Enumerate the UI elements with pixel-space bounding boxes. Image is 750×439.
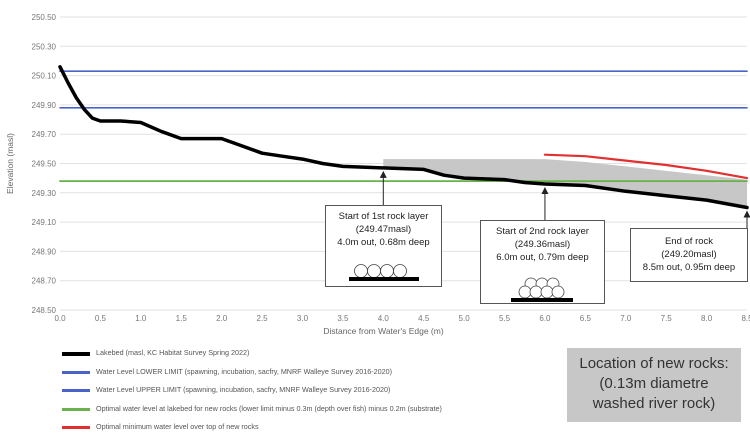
legend-label: Water Level LOWER LIMIT (spawning, incub… <box>96 367 392 376</box>
annotation-arrow-rock-1-head <box>380 171 387 178</box>
x-tick-label: 2.5 <box>256 314 268 323</box>
annotation-line: (249.47masl) <box>326 223 441 236</box>
x-tick-label: 5.5 <box>499 314 511 323</box>
info-line: (0.13m diametre <box>567 374 741 394</box>
legend-swatch <box>62 352 90 356</box>
annotation-line: Start of 1st rock layer <box>326 210 441 223</box>
y-tick-label: 249.50 <box>32 160 57 169</box>
annotation-line: (249.36masl) <box>481 238 604 251</box>
x-tick-label: 0.5 <box>95 314 107 323</box>
y-tick-label: 250.10 <box>32 72 57 81</box>
y-tick-label: 248.50 <box>32 306 57 315</box>
legend-label: Optimal water level at lakebed for new r… <box>96 404 442 413</box>
x-tick-label: 4.0 <box>378 314 390 323</box>
x-tick-label: 8.0 <box>701 314 713 323</box>
y-tick-label: 248.70 <box>32 277 57 286</box>
y-tick-label: 249.10 <box>32 218 57 227</box>
annotation-line: 8.5m out, 0.95m deep <box>631 261 747 274</box>
x-tick-label: 3.0 <box>297 314 309 323</box>
line-chart: 248.50 248.70 248.90 249.10 249.30 249.50 249.… <box>0 0 750 340</box>
annotation-arrow-end-head <box>744 210 750 217</box>
annotation-line: End of rock <box>631 235 747 248</box>
info-line: Location of new rocks: <box>567 354 741 374</box>
legend-item-optimal-minimum: Optimal minimum water level over top of … <box>62 420 562 439</box>
single-rock-layer-icon <box>326 262 441 284</box>
y-tick-label: 250.50 <box>32 13 57 22</box>
x-tick-label: 3.5 <box>337 314 349 323</box>
legend-item-optimal-lakebed: Optimal water level at lakebed for new r… <box>62 402 562 421</box>
x-tick-label: 2.0 <box>216 314 228 323</box>
x-tick-label: 6.5 <box>580 314 592 323</box>
double-rock-layer-icon <box>481 273 604 303</box>
legend-swatch <box>62 426 90 429</box>
legend-item-upper-limit: Water Level UPPER LIMIT (spawning, incub… <box>62 383 562 402</box>
x-tick-label: 7.0 <box>620 314 632 323</box>
legend-swatch <box>62 371 90 374</box>
annotation-line: (249.20masl) <box>631 248 747 261</box>
annotation-end-of-rock: End of rock (249.20masl) 8.5m out, 0.95m… <box>630 228 748 282</box>
y-tick-label: 249.90 <box>32 101 57 110</box>
x-tick-label: 1.5 <box>176 314 188 323</box>
y-tick-label: 248.90 <box>32 247 57 256</box>
annotation-line: Start of 2nd rock layer <box>481 225 604 238</box>
y-tick-label: 249.30 <box>32 189 57 198</box>
legend-label: Water Level UPPER LIMIT (spawning, incub… <box>96 385 390 394</box>
y-tick-label: 249.70 <box>32 130 57 139</box>
x-tick-label: 7.5 <box>661 314 673 323</box>
x-tick-label: 1.0 <box>135 314 147 323</box>
y-tick-label: 250.30 <box>32 42 57 51</box>
annotation-rock-layer-2: Start of 2nd rock layer (249.36masl) 6.0… <box>480 220 605 304</box>
legend-label: Optimal minimum water level over top of … <box>96 422 259 431</box>
x-axis-title: Distance from Water's Edge (m) <box>323 326 444 336</box>
x-tick-label: 5.0 <box>459 314 471 323</box>
legend-item-lakebed: Lakebed (masl, KC Habitat Survey Spring … <box>62 346 562 365</box>
legend-swatch <box>62 408 90 411</box>
legend-label: Lakebed (masl, KC Habitat Survey Spring … <box>96 348 249 357</box>
x-tick-label: 4.5 <box>418 314 430 323</box>
legend-item-lower-limit: Water Level LOWER LIMIT (spawning, incub… <box>62 365 562 384</box>
annotation-line: 6.0m out, 0.79m deep <box>481 251 604 264</box>
x-tick-label: 0.0 <box>54 314 66 323</box>
y-axis-title: Elevation (masl) <box>5 133 15 194</box>
x-tick-label: 6.0 <box>539 314 551 323</box>
legend-swatch <box>62 389 90 392</box>
rock-location-info-box: Location of new rocks: (0.13m diametre w… <box>567 348 741 422</box>
annotation-rock-layer-1: Start of 1st rock layer (249.47masl) 4.0… <box>325 205 442 287</box>
annotation-line: 4.0m out, 0.68m deep <box>326 236 441 249</box>
annotation-arrow-rock-2-head <box>541 187 548 194</box>
info-line: washed river rock) <box>567 394 741 414</box>
legend: Lakebed (masl, KC Habitat Survey Spring … <box>62 346 562 439</box>
x-tick-label: 8.5 <box>741 314 750 323</box>
